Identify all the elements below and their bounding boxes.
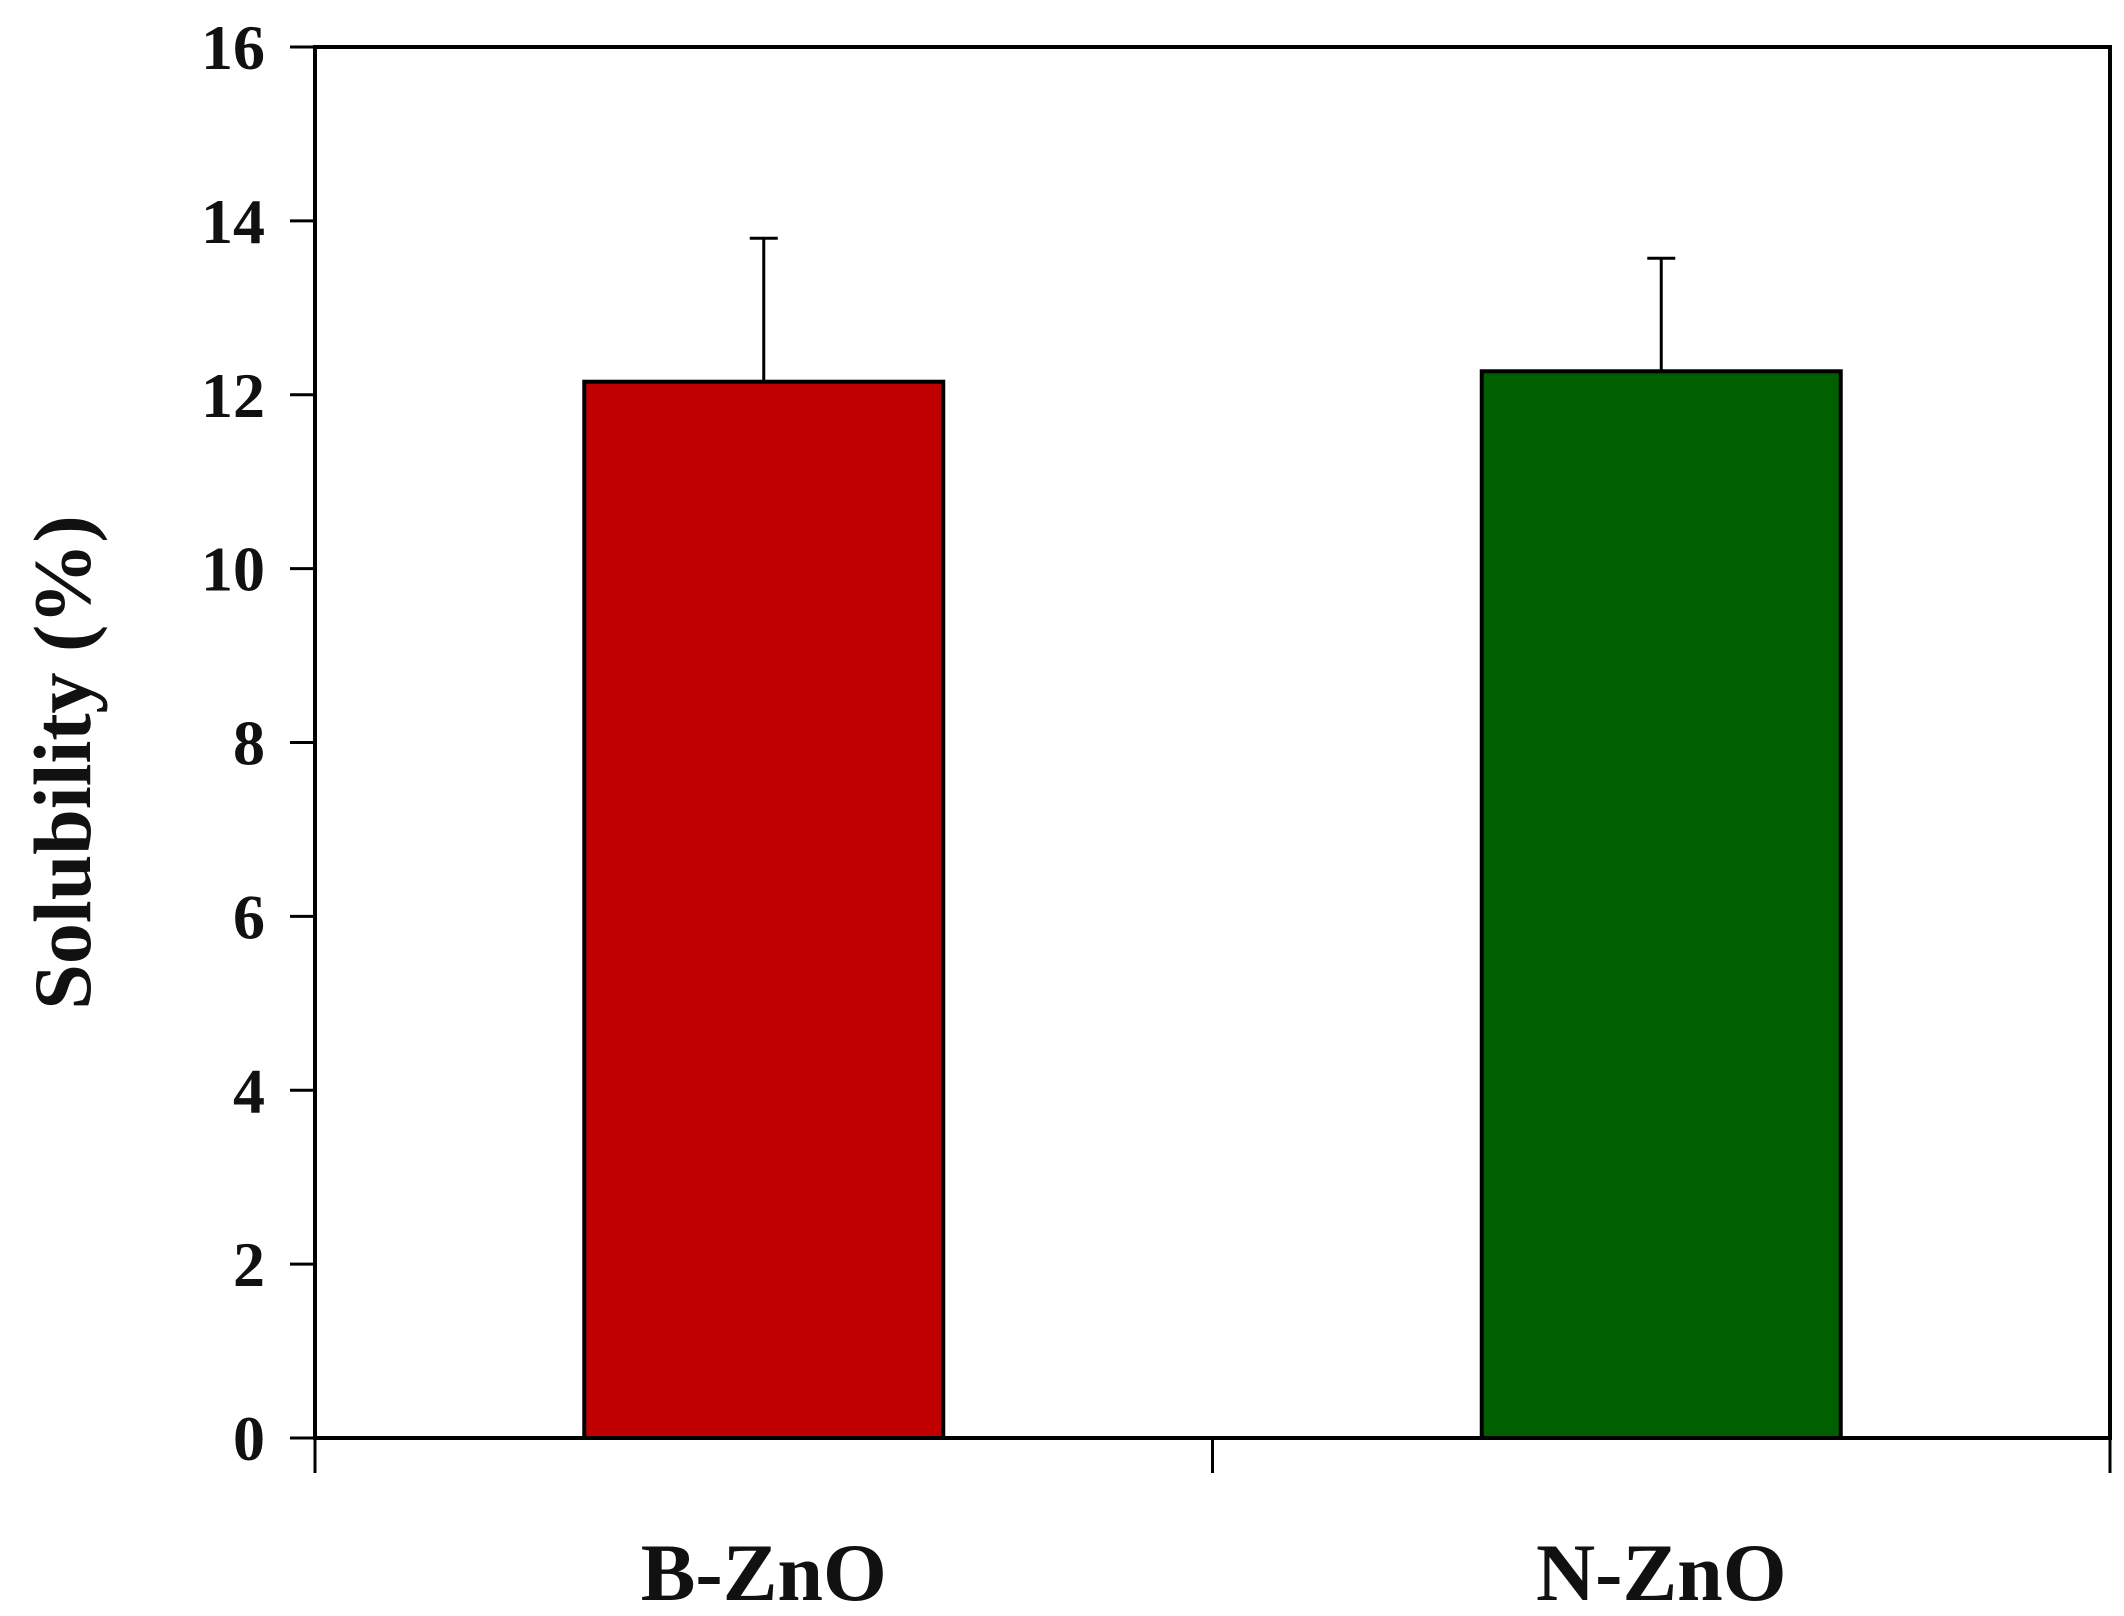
y-tick-label: 16 bbox=[201, 12, 265, 83]
y-axis-title: Solubility (%) bbox=[17, 515, 108, 1009]
x-category-label: N-ZnO bbox=[1536, 1527, 1787, 1616]
y-tick-label: 12 bbox=[201, 360, 265, 431]
y-tick-label: 14 bbox=[201, 186, 265, 257]
y-tick-label: 4 bbox=[233, 1055, 265, 1126]
bar-n-zno bbox=[1479, 369, 1843, 1441]
bars-layer bbox=[582, 369, 1843, 1441]
x-axis: B-ZnO N-ZnO bbox=[313, 1438, 2112, 1616]
y-tick-label: 10 bbox=[201, 534, 265, 605]
error-bars-layer bbox=[749, 236, 1676, 382]
y-tick-label: 0 bbox=[233, 1403, 265, 1474]
y-tick-label: 2 bbox=[233, 1229, 265, 1300]
x-category-label: B-ZnO bbox=[641, 1527, 887, 1616]
y-axis: 0 2 4 6 8 10 12 14 16 bbox=[201, 12, 315, 1474]
y-tick-label: 6 bbox=[233, 881, 265, 952]
y-tick-label: 8 bbox=[233, 708, 265, 779]
bar-b-zno bbox=[582, 379, 946, 1441]
